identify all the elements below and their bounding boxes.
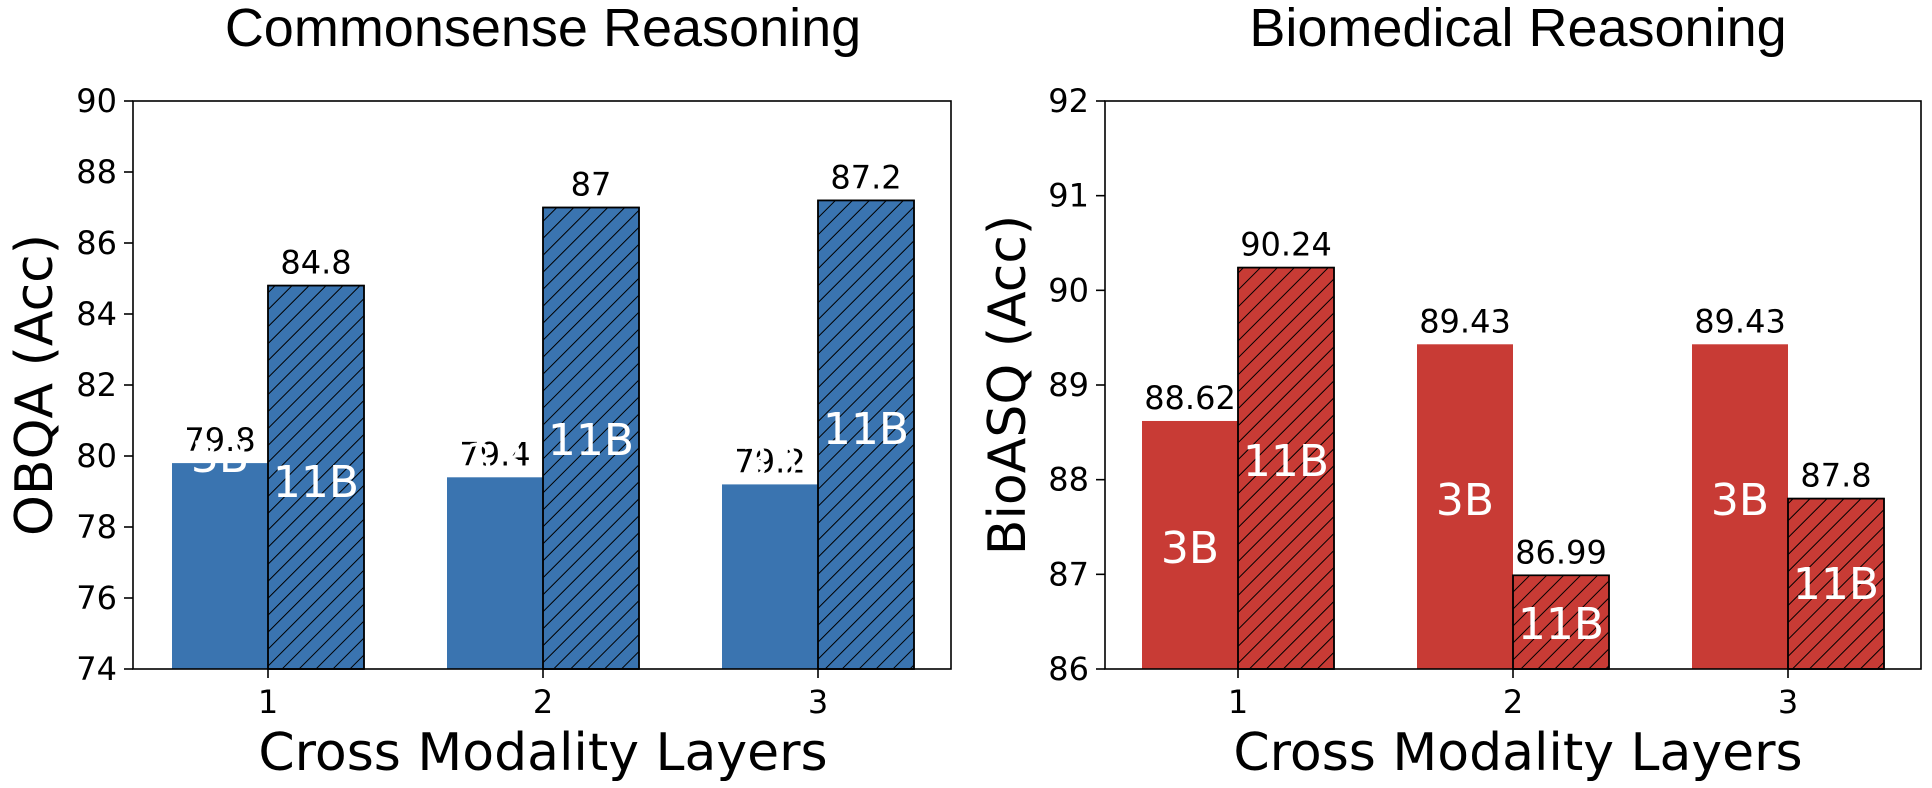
bar-value-label: 79.2: [734, 442, 805, 480]
series-label: 3B: [466, 435, 524, 486]
x-tick-label: 2: [533, 683, 553, 721]
y-tick-label: 74: [76, 650, 117, 688]
x-tick-label: 2: [1503, 683, 1523, 721]
series-label: 3B: [1161, 523, 1219, 574]
y-axis-label: OBQA (Acc): [5, 234, 65, 536]
bar-value-label: 87.8: [1800, 457, 1871, 495]
bars: [172, 199, 915, 670]
bar-3b: [1417, 344, 1513, 669]
bar-value-label: 88.62: [1144, 379, 1236, 417]
y-tick-label: 88: [76, 153, 117, 191]
x-tick-label: 3: [808, 683, 828, 721]
chart-title: Commonsense Reasoning: [225, 0, 861, 58]
y-tick-label: 89: [1048, 366, 1089, 404]
bar-11b-hatch: [542, 206, 640, 670]
y-tick-label: 90: [76, 82, 117, 120]
bar-11b-hatch: [817, 199, 915, 670]
y-axis-label: BioASQ (Acc): [978, 215, 1038, 555]
bar-3b: [172, 463, 268, 669]
chart-title: Biomedical Reasoning: [1249, 0, 1786, 58]
y-ticks: [124, 100, 133, 670]
bar-value-label: 79.8: [184, 421, 255, 459]
y-tick-label: 88: [1048, 461, 1089, 499]
y-tick-label: 86: [1048, 650, 1089, 688]
bar-value-label: 89.43: [1419, 302, 1511, 340]
chart-biomedical: Biomedical Reasoning 86 87 88 89 90 91 92 88.6…: [978, 0, 1922, 783]
y-tick-label: 92: [1048, 82, 1089, 120]
series-label: 11B: [273, 457, 359, 508]
value-labels: 88.62 89.43 89.43 90.24 86.99 87.8: [1144, 226, 1871, 572]
plot-frame: [132, 100, 952, 670]
bar-3b: [1142, 420, 1238, 669]
y-tick-label: 76: [76, 579, 117, 617]
bar-11b-hatch: [1787, 497, 1885, 670]
bar-value-label: 87.2: [830, 158, 901, 196]
x-ticks: [1237, 669, 1789, 678]
x-ticks: [267, 669, 819, 678]
y-ticks: [1096, 100, 1105, 670]
x-tick-label: 1: [1228, 683, 1248, 721]
series-label: 11B: [1793, 559, 1879, 610]
value-labels: 79.8 79.4 79.2 84.8 87 87.2: [184, 158, 901, 480]
series-label: 3B: [1436, 475, 1494, 526]
y-tick-label: 82: [76, 366, 117, 404]
x-tick-label: 3: [1778, 683, 1798, 721]
series-in-bar-labels: 3B 3B 3B 11B 11B 11B: [1161, 436, 1879, 650]
bar-value-label: 84.8: [280, 244, 351, 282]
bars: [1142, 266, 1885, 670]
series-label: 11B: [548, 415, 634, 466]
bar-value-label: 90.24: [1240, 226, 1332, 264]
series-label: 11B: [1243, 436, 1329, 487]
y-tick-label: 86: [76, 224, 117, 262]
chart-commonsense: Commonsense Reasoning 74 76 78 80 82 84 86 88 90…: [5, 0, 952, 783]
y-tick-labels: 74 76 78 80 82 84 86 88 90: [76, 82, 117, 688]
bar-value-label: 89.43: [1694, 302, 1786, 340]
bar-11b-hatch: [1512, 574, 1610, 670]
y-tick-label: 87: [1048, 555, 1089, 593]
y-tick-label: 90: [1048, 271, 1089, 309]
series-label: 11B: [823, 404, 909, 455]
y-tick-labels: 86 87 88 89 90 91 92: [1048, 82, 1089, 688]
series-label: 3B: [191, 432, 249, 483]
y-tick-label: 80: [76, 437, 117, 475]
x-tick-label: 1: [258, 683, 278, 721]
series-in-bar-labels: 3B 3B 3B 11B 11B 11B: [191, 404, 909, 508]
x-axis-label: Cross Modality Layers: [258, 723, 827, 783]
bar-value-label: 87: [571, 166, 612, 204]
bar-3b: [447, 477, 543, 669]
series-label: 11B: [1518, 599, 1604, 650]
y-tick-label: 84: [76, 295, 117, 333]
y-tick-label: 78: [76, 508, 117, 546]
bar-11b-hatch: [267, 284, 365, 670]
bar-3b: [1692, 344, 1788, 669]
bar-11b-hatch: [1237, 266, 1335, 670]
x-axis-label: Cross Modality Layers: [1233, 723, 1802, 783]
x-tick-labels: 1 2 3: [258, 683, 828, 721]
x-tick-labels: 1 2 3: [1228, 683, 1798, 721]
series-label: 3B: [1711, 475, 1769, 526]
y-tick-label: 91: [1048, 177, 1089, 215]
series-label: 3B: [741, 437, 799, 488]
bar-3b: [722, 484, 818, 669]
bar-value-label: 86.99: [1515, 533, 1607, 571]
bar-value-label: 79.4: [459, 435, 530, 473]
